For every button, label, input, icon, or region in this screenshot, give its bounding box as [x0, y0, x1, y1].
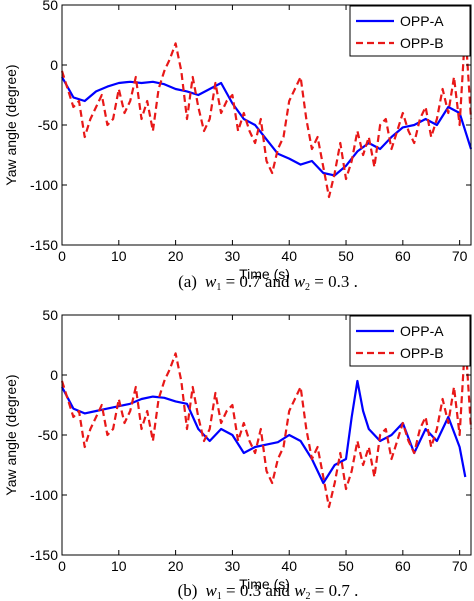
chart-panel-a: 0 10 20 30 40 50 60 70 50 0 -50 -100 -150 Time (s) Yaw… [3, 0, 473, 282]
y-axis-label: Yaw angle (degree) [3, 64, 19, 185]
y-tick-label: -100 [30, 487, 58, 503]
x-tick-label: 10 [111, 558, 127, 574]
x-tick-label: 60 [395, 558, 411, 574]
y-tick-label: -150 [30, 547, 58, 563]
y-tick-label: -100 [30, 177, 58, 193]
caption-a-w2: 0.3 [328, 272, 349, 291]
caption-b-prefix: (b) [178, 581, 198, 600]
y-tick-label: -50 [38, 117, 58, 133]
y-tick-label: 0 [50, 367, 58, 383]
x-tick-label: 50 [338, 248, 354, 264]
legend-label-opp-b: OPP-B [400, 35, 444, 51]
series-line-opp-b [60, 27, 473, 199]
x-tick-label: 0 [58, 248, 66, 264]
y-tick-label: -150 [30, 237, 58, 253]
series-line-opp-a [61, 379, 467, 485]
caption-a-w1: 0.7 [239, 272, 261, 291]
y-tick-label: -50 [38, 427, 58, 443]
caption-b-w2: 0.7 [329, 581, 351, 600]
series-line-opp-b [60, 337, 473, 509]
caption-b-w1: 0.3 [240, 581, 261, 600]
caption-b: (b) w1 = 0.3 and w2 = 0.7 . [178, 581, 359, 601]
chart-panel-b: 0 10 20 30 40 50 60 70 50 0 -50 -100 -150 Time (s) Yaw… [3, 307, 473, 592]
x-axis-label: Time (s) [239, 266, 290, 282]
legend-box [349, 315, 471, 367]
x-tick-label: 50 [338, 558, 354, 574]
x-tick-label: 20 [168, 558, 184, 574]
y-axis-label: Yaw angle (degree) [3, 374, 19, 495]
x-tick-label: 40 [281, 248, 297, 264]
y-tick-label: 50 [42, 307, 58, 323]
x-tick-label: 70 [452, 558, 468, 574]
x-axis-label: Time (s) [239, 576, 290, 592]
series-line-opp-a [61, 76, 473, 177]
x-tick-label: 60 [395, 248, 411, 264]
caption-a: (a) w1 = 0.7 and w2 = 0.3 . [178, 272, 358, 293]
x-tick-label: 30 [225, 558, 241, 574]
legend-label-opp-a: OPP-A [400, 323, 444, 339]
legend-label-opp-a: OPP-A [400, 13, 444, 29]
legend-label-opp-b: OPP-B [400, 345, 444, 361]
y-tick-label: 0 [50, 57, 58, 73]
caption-a-prefix: (a) [178, 272, 197, 291]
x-tick-label: 30 [225, 248, 241, 264]
x-tick-label: 20 [168, 248, 184, 264]
y-tick-label: 50 [42, 0, 58, 13]
x-tick-label: 40 [281, 558, 297, 574]
x-tick-label: 70 [452, 248, 468, 264]
legend-box [349, 5, 471, 57]
x-tick-label: 10 [111, 248, 127, 264]
x-tick-label: 0 [58, 558, 66, 574]
